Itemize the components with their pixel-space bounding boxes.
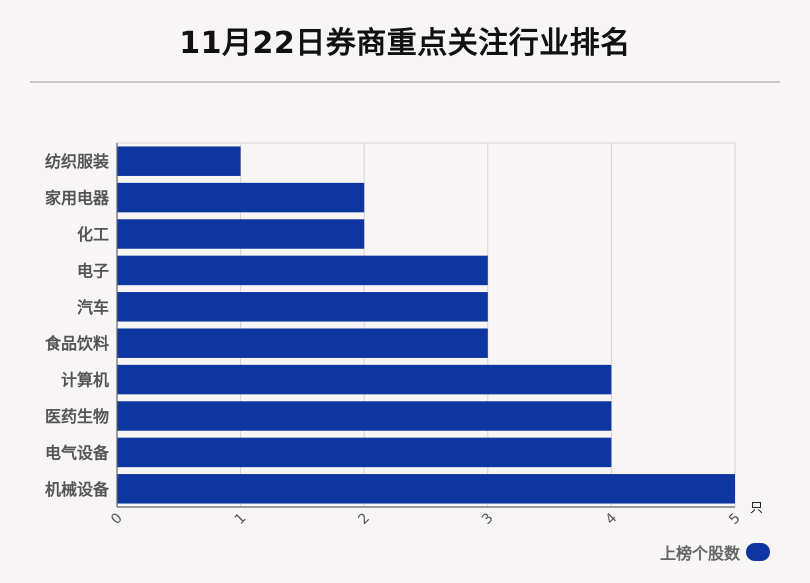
- category-label: 家用电器: [45, 189, 110, 208]
- category-label: 纺织服装: [45, 152, 109, 171]
- bar: [117, 437, 612, 468]
- category-label: 电气设备: [45, 443, 110, 462]
- bar: [117, 255, 488, 286]
- category-label: 化工: [77, 225, 109, 244]
- bar: [117, 182, 365, 213]
- legend-swatch: [746, 543, 770, 561]
- x-tick-label: 0: [108, 510, 126, 528]
- x-tick-label: 4: [603, 510, 621, 528]
- bar: [117, 146, 241, 176]
- x-tick-label: 2: [355, 510, 373, 528]
- x-tick-label: 1: [232, 510, 250, 528]
- bar: [117, 364, 612, 395]
- legend: 上榜个股数: [660, 540, 770, 564]
- chart-title: 11月22日券商重点关注行业排名: [179, 26, 631, 61]
- bar: [117, 328, 488, 358]
- category-label: 电子: [77, 261, 109, 280]
- bar: [117, 474, 735, 504]
- category-label: 机械设备: [45, 480, 110, 499]
- bar: [117, 401, 612, 431]
- x-unit-label: 只: [750, 501, 763, 516]
- category-label: 医药生物: [45, 407, 109, 426]
- legend-label: 上榜个股数: [659, 544, 740, 563]
- category-label: 汽车: [77, 298, 109, 317]
- bar: [117, 219, 365, 249]
- x-tick-label: 5: [726, 510, 744, 528]
- category-label: 计算机: [61, 371, 109, 390]
- bar: [117, 292, 488, 322]
- category-label: 食品饮料: [44, 334, 109, 353]
- x-tick-label: 3: [479, 510, 497, 528]
- title-divider: [30, 81, 780, 83]
